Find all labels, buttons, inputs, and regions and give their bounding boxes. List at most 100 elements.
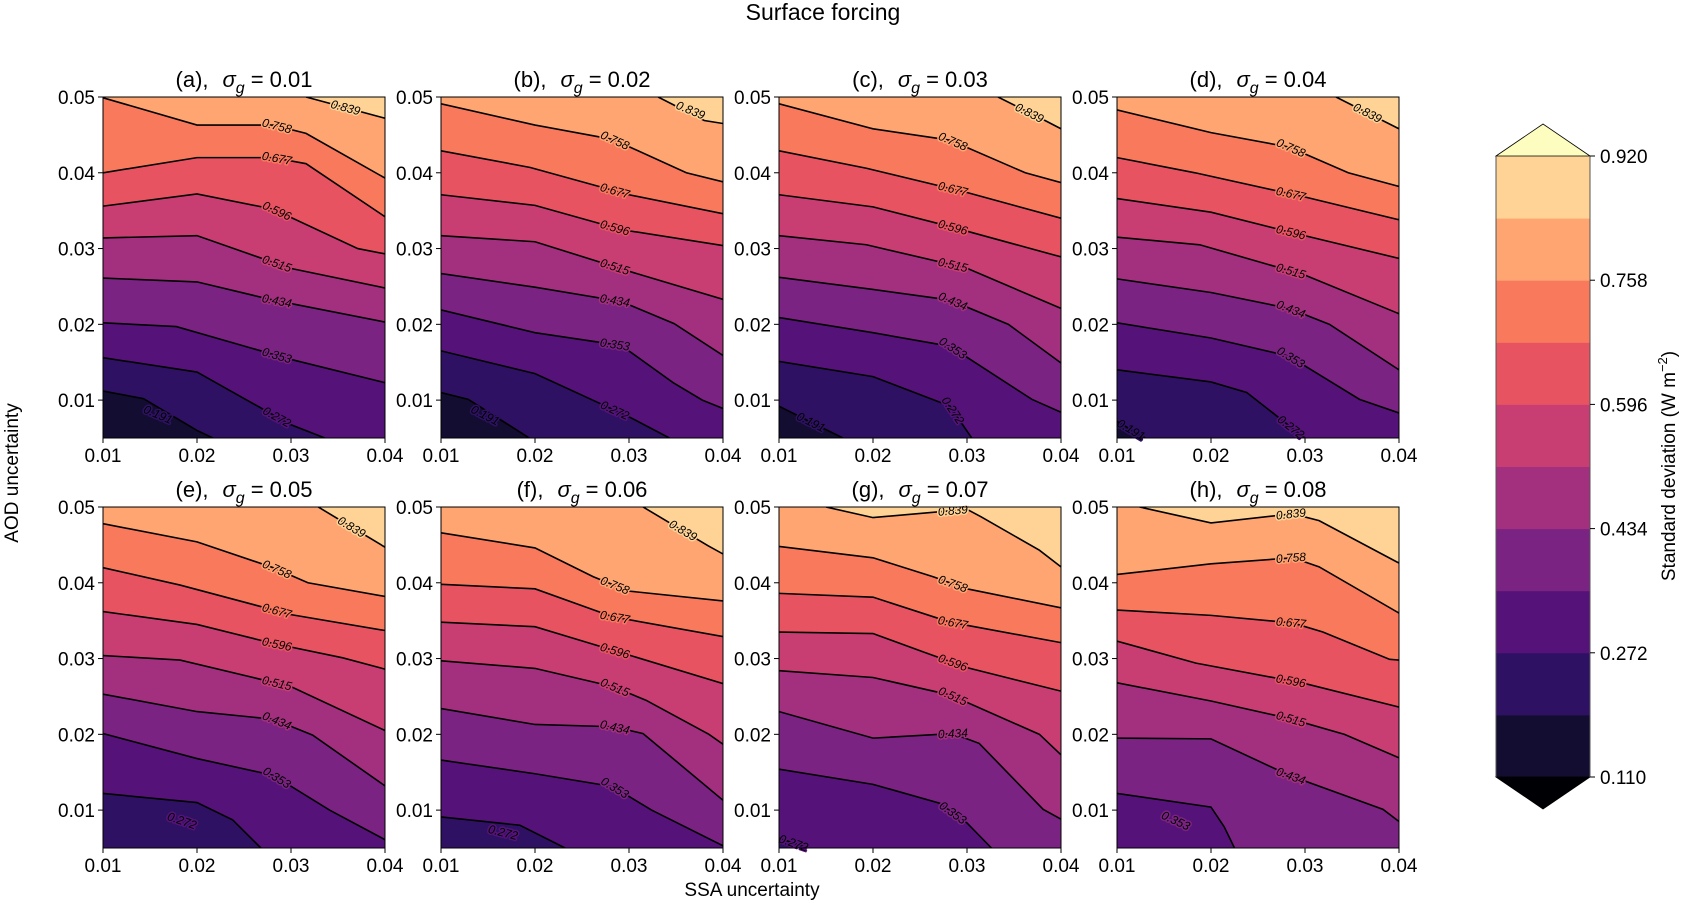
sigma-value: = 0.06 bbox=[586, 477, 648, 502]
panel-f: 0.2720.3530.4340.5150.5960.6770.7580.839… bbox=[396, 477, 742, 877]
contour-line-0.839 bbox=[317, 507, 385, 548]
panel-title-prefix: (f), bbox=[517, 477, 544, 502]
contour-line-0.191 bbox=[1117, 420, 1146, 438]
contour-line-0.272 bbox=[1117, 369, 1306, 438]
y-tick-label: 0.05 bbox=[734, 498, 771, 519]
y-tick-label: 0.01 bbox=[58, 801, 95, 822]
contour-line-0.677 bbox=[441, 150, 723, 215]
colorbar-band bbox=[1496, 652, 1590, 716]
y-tick-label: 0.02 bbox=[734, 315, 771, 336]
contour-line-0.353 bbox=[1117, 792, 1236, 848]
x-tick-label: 0.01 bbox=[423, 446, 460, 467]
panel-c: 0.191 0.2720.3530.4340.5150.5960.6770.758… bbox=[734, 67, 1080, 467]
contour-fill-0.839 bbox=[658, 97, 723, 124]
y-tick-label: 0.03 bbox=[1072, 240, 1109, 261]
y-tick-label: 0.04 bbox=[58, 164, 95, 185]
figure-title: Surface forcing bbox=[746, 0, 901, 25]
contour-line-0.839 bbox=[997, 97, 1061, 130]
colorbar-label-close: ) bbox=[1659, 351, 1680, 357]
panel-title-prefix: (a), bbox=[176, 67, 209, 92]
sigma-value: = 0.07 bbox=[927, 477, 989, 502]
panel-title-prefix: (e), bbox=[176, 477, 209, 502]
axes-frame bbox=[102, 506, 386, 849]
colorbar-band bbox=[1496, 590, 1590, 654]
sigma-subscript: g bbox=[574, 80, 583, 97]
sigma-subscript: g bbox=[236, 80, 245, 97]
contour-fill-0.839 bbox=[998, 97, 1061, 129]
colorbar: 0.110 0.272 0.434 0.596 0.758 0.920 bbox=[1494, 123, 1648, 810]
panel-title: (e), σg = 0.05 bbox=[176, 477, 313, 507]
contour-line-0.272 bbox=[103, 356, 326, 438]
x-tick-label: 0.02 bbox=[855, 856, 892, 877]
contour-line-0.272 bbox=[441, 350, 670, 438]
y-tick-label: 0.03 bbox=[734, 650, 771, 671]
contour-label: 0.434 bbox=[599, 291, 631, 310]
y-tick-label: 0.04 bbox=[1072, 574, 1109, 595]
y-tick-label: 0.02 bbox=[1072, 725, 1109, 746]
y-tick-label: 0.05 bbox=[1072, 88, 1109, 109]
x-tick-label: 0.03 bbox=[1287, 446, 1324, 467]
y-tick-label: 0.03 bbox=[58, 650, 95, 671]
contour-line-0.677 bbox=[779, 150, 1061, 220]
sigma-value: = 0.02 bbox=[589, 67, 651, 92]
contour-line-0.758 bbox=[103, 522, 385, 598]
contour-line-0.596 bbox=[779, 631, 1061, 692]
x-tick-label: 0.03 bbox=[949, 856, 986, 877]
x-tick-label: 0.02 bbox=[1193, 446, 1230, 467]
sigma-subscript: g bbox=[912, 490, 921, 507]
x-tick-label: 0.03 bbox=[611, 856, 648, 877]
contour-line-0.677 bbox=[779, 592, 1061, 644]
contour-line-0.596 bbox=[441, 621, 723, 685]
x-tick-label: 0.01 bbox=[1099, 856, 1136, 877]
contour-line-0.677 bbox=[103, 566, 385, 632]
x-tick-label: 0.01 bbox=[85, 856, 122, 877]
x-tick-label: 0.02 bbox=[855, 446, 892, 467]
y-tick-label: 0.04 bbox=[396, 164, 433, 185]
contour-line-0.272 bbox=[103, 792, 262, 848]
x-tick-label: 0.01 bbox=[423, 856, 460, 877]
sigma-subscript: g bbox=[1250, 80, 1259, 97]
y-tick-label: 0.04 bbox=[58, 574, 95, 595]
colorbar-extend-min bbox=[1494, 776, 1592, 810]
contour-line-0.839 bbox=[305, 97, 385, 119]
y-tick-label: 0.02 bbox=[396, 315, 433, 336]
contour-line-0.596 bbox=[1117, 640, 1399, 708]
axes-frame bbox=[1116, 506, 1400, 849]
contour-line-0.758 bbox=[441, 531, 723, 602]
y-tick-label: 0.05 bbox=[396, 498, 433, 519]
colorbar-extend-max bbox=[1494, 123, 1592, 157]
y-tick-label: 0.02 bbox=[1072, 315, 1109, 336]
y-tick-label: 0.01 bbox=[58, 391, 95, 412]
contour-line-0.758 bbox=[103, 97, 385, 179]
x-tick-label: 0.01 bbox=[761, 856, 798, 877]
contour-line-0.596 bbox=[779, 193, 1061, 258]
contour-line-0.353 bbox=[441, 759, 723, 847]
sigma-symbol: σ bbox=[898, 67, 912, 92]
contour-line-0.353 bbox=[441, 309, 723, 410]
y-tick-label: 0.01 bbox=[1072, 391, 1109, 412]
colorbar-tick-label: 0.272 bbox=[1600, 644, 1648, 665]
x-tick-label: 0.02 bbox=[1193, 856, 1230, 877]
sigma-subscript: g bbox=[911, 80, 920, 97]
x-tick-label: 0.02 bbox=[517, 446, 554, 467]
x-tick-label: 0.01 bbox=[1099, 446, 1136, 467]
sigma-symbol: σ bbox=[223, 67, 237, 92]
contour-line-0.434 bbox=[103, 693, 385, 787]
x-tick-label: 0.03 bbox=[273, 856, 310, 877]
contour-line-0.515 bbox=[441, 660, 723, 745]
panel-title-prefix: (b), bbox=[514, 67, 547, 92]
x-tick-label: 0.01 bbox=[85, 446, 122, 467]
panel-title: (g), σg = 0.07 bbox=[852, 477, 989, 507]
contour-line-0.758 bbox=[779, 103, 1061, 184]
contour-fill-0.758 bbox=[441, 97, 723, 182]
y-tick-label: 0.04 bbox=[1072, 164, 1109, 185]
sigma-symbol: σ bbox=[1237, 477, 1251, 502]
y-tick-label: 0.05 bbox=[734, 88, 771, 109]
x-axis-label: SSA uncertainty bbox=[684, 880, 820, 901]
colorbar-label: Standard deviation (W m−2) bbox=[1655, 351, 1680, 581]
y-tick-label: 0.05 bbox=[396, 88, 433, 109]
contour-line-0.515 bbox=[779, 669, 1061, 756]
contour-line-0.272 bbox=[779, 360, 973, 438]
panel-title: (d), σg = 0.04 bbox=[1190, 67, 1327, 97]
y-tick-label: 0.01 bbox=[734, 801, 771, 822]
